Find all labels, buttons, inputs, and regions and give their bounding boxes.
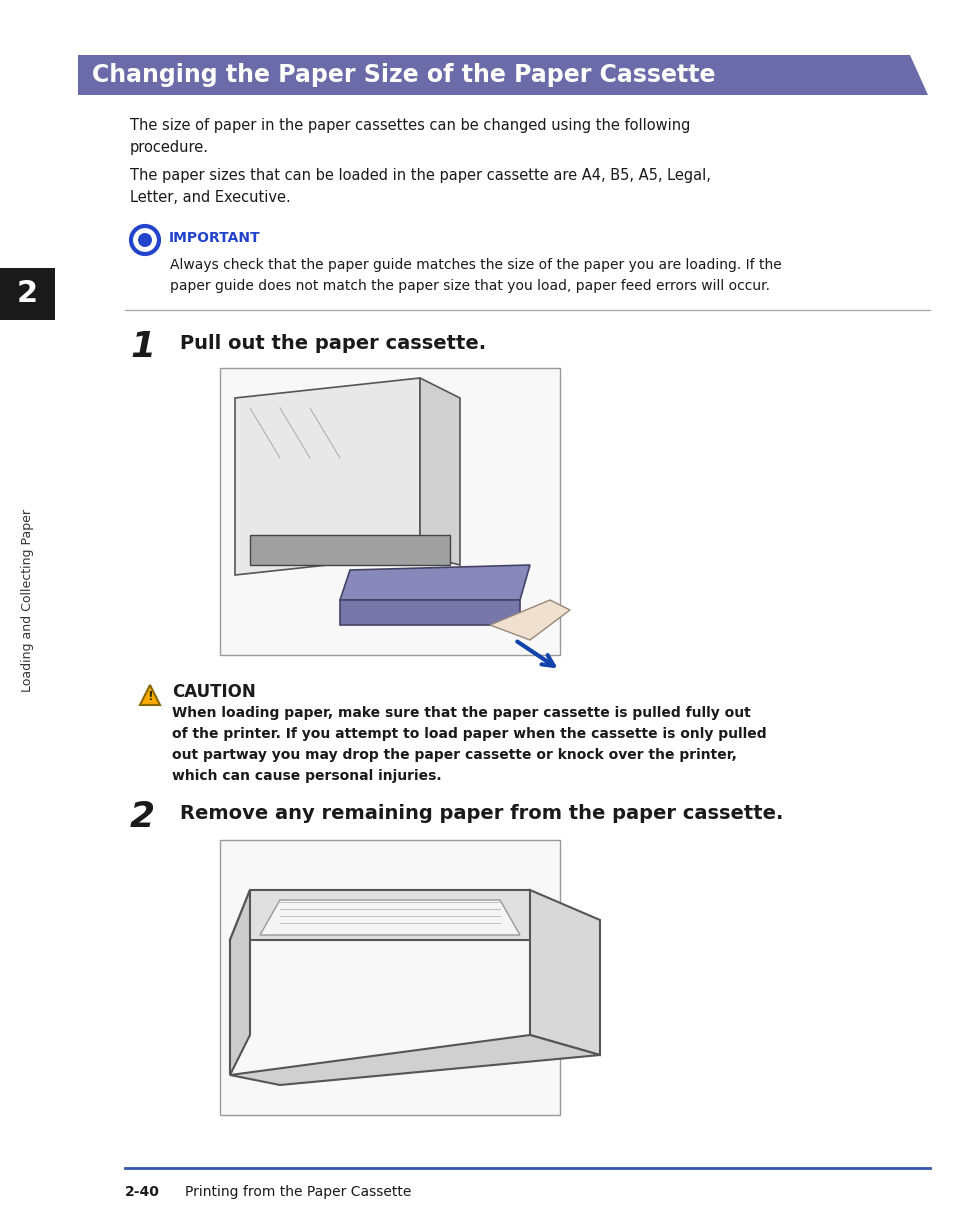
Bar: [0, 267, 55, 320]
Text: Printing from the Paper Cassette: Printing from the Paper Cassette: [185, 1185, 411, 1199]
Text: 1: 1: [130, 330, 155, 364]
Text: !: !: [147, 690, 152, 703]
Text: When loading paper, make sure that the paper cassette is pulled fully out
of the: When loading paper, make sure that the p…: [172, 706, 766, 784]
Bar: [220, 840, 559, 1115]
Polygon shape: [260, 899, 519, 935]
Polygon shape: [490, 600, 569, 640]
Text: The paper sizes that can be loaded in the paper cassette are A4, B5, A5, Legal,
: The paper sizes that can be loaded in th…: [130, 168, 710, 205]
Text: Loading and Collecting Paper: Loading and Collecting Paper: [21, 508, 34, 692]
Text: Changing the Paper Size of the Paper Cassette: Changing the Paper Size of the Paper Cas…: [91, 63, 715, 87]
Text: Always check that the paper guide matches the size of the paper you are loading.: Always check that the paper guide matche…: [170, 258, 781, 292]
Text: Remove any remaining paper from the paper cassette.: Remove any remaining paper from the pape…: [180, 804, 782, 823]
Text: CAUTION: CAUTION: [172, 683, 255, 701]
Polygon shape: [78, 55, 927, 94]
Polygon shape: [339, 564, 530, 600]
Polygon shape: [230, 1036, 599, 1085]
Polygon shape: [230, 890, 250, 1075]
Circle shape: [138, 233, 152, 247]
Polygon shape: [140, 685, 160, 706]
Bar: [250, 535, 450, 564]
Bar: [220, 368, 559, 655]
Polygon shape: [234, 378, 419, 575]
Text: 2: 2: [130, 800, 155, 834]
Circle shape: [131, 226, 159, 254]
Text: Pull out the paper cassette.: Pull out the paper cassette.: [180, 334, 486, 353]
Polygon shape: [230, 890, 550, 940]
Text: IMPORTANT: IMPORTANT: [169, 231, 260, 245]
Polygon shape: [419, 378, 459, 564]
Polygon shape: [339, 600, 519, 625]
Text: 2-40: 2-40: [125, 1185, 160, 1199]
Polygon shape: [530, 890, 599, 1055]
Text: The size of paper in the paper cassettes can be changed using the following
proc: The size of paper in the paper cassettes…: [130, 118, 690, 155]
Text: 2: 2: [17, 280, 38, 308]
